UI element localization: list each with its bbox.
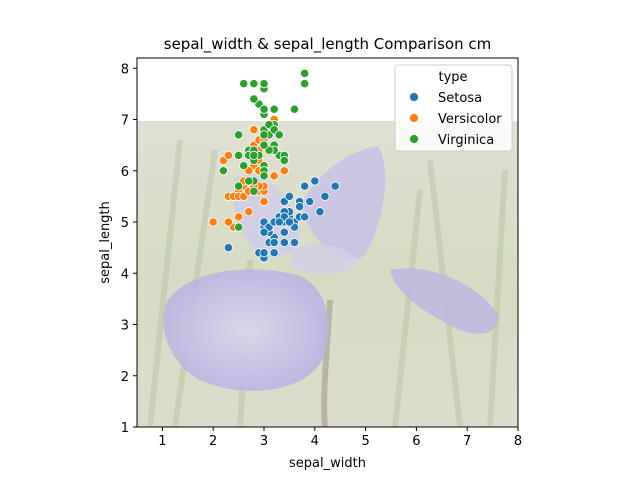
y-tick-label: 2 bbox=[121, 370, 129, 385]
data-point-setosa bbox=[315, 207, 325, 217]
data-point-virginica bbox=[249, 79, 259, 89]
data-point-setosa bbox=[269, 248, 279, 258]
plot-area bbox=[136, 57, 519, 428]
data-point-setosa bbox=[274, 217, 284, 227]
legend-marker bbox=[409, 92, 419, 102]
legend-marker bbox=[409, 113, 419, 123]
y-tick-label: 8 bbox=[121, 62, 129, 77]
data-point-setosa bbox=[284, 217, 294, 227]
y-axis-label: sepal_length bbox=[98, 201, 113, 284]
data-point-setosa bbox=[284, 191, 294, 201]
data-point-setosa bbox=[279, 227, 289, 237]
data-point-virginica bbox=[249, 150, 259, 160]
data-point-virginica bbox=[289, 104, 300, 114]
legend-title: type bbox=[438, 70, 467, 85]
legend-item-setosa: Setosa bbox=[409, 91, 482, 106]
points-layer bbox=[208, 68, 340, 263]
data-point-versicolor bbox=[223, 150, 234, 160]
legend-label: Versicolor bbox=[438, 112, 502, 127]
y-tick-label: 7 bbox=[121, 114, 129, 129]
data-point-virginica bbox=[239, 161, 249, 171]
data-point-setosa bbox=[320, 191, 330, 201]
x-tick-label: 4 bbox=[311, 434, 319, 449]
data-point-setosa bbox=[300, 212, 310, 222]
data-point-virginica bbox=[244, 176, 254, 186]
data-point-setosa bbox=[269, 237, 279, 248]
y-tick-label: 1 bbox=[121, 421, 129, 436]
chart-title: sepal_width & sepal_length Comparison cm bbox=[164, 35, 491, 54]
y-tick-label: 3 bbox=[121, 319, 129, 334]
data-point-versicolor bbox=[249, 125, 259, 135]
data-point-setosa bbox=[305, 196, 315, 207]
legend-marker bbox=[409, 134, 419, 144]
data-point-setosa bbox=[294, 202, 305, 212]
x-tick-label: 8 bbox=[514, 434, 522, 449]
data-point-versicolor bbox=[234, 212, 244, 222]
data-point-virginica bbox=[259, 171, 269, 181]
data-point-setosa bbox=[279, 237, 289, 248]
data-point-virginica bbox=[300, 68, 310, 78]
legend-item-versicolor: Versicolor bbox=[409, 112, 502, 127]
x-tick-label: 2 bbox=[209, 434, 217, 449]
x-axis-label: sepal_width bbox=[289, 456, 366, 471]
y-tick-label: 6 bbox=[121, 165, 129, 180]
legend-label: Setosa bbox=[438, 91, 482, 106]
data-point-versicolor bbox=[208, 217, 218, 227]
data-point-virginica bbox=[279, 155, 289, 166]
data-point-virginica bbox=[234, 130, 244, 140]
data-point-setosa bbox=[259, 227, 269, 237]
data-point-virginica bbox=[234, 222, 244, 232]
data-point-setosa bbox=[310, 176, 320, 186]
data-point-virginica bbox=[239, 79, 249, 89]
data-point-virginica bbox=[234, 150, 244, 160]
x-tick-label: 5 bbox=[361, 434, 369, 449]
data-point-versicolor bbox=[259, 196, 269, 207]
data-point-setosa bbox=[330, 181, 340, 191]
data-point-versicolor bbox=[244, 207, 254, 217]
data-point-setosa bbox=[259, 248, 269, 258]
axes-layer: 1 2 3 4 5 6 7 8 1 2 3 4 5 6 7 8 bbox=[121, 62, 522, 449]
data-point-setosa bbox=[289, 237, 300, 248]
legend-item-virginica: Virginica bbox=[409, 133, 494, 148]
data-point-virginica bbox=[259, 140, 269, 150]
data-point-virginica bbox=[249, 186, 259, 196]
x-tick-label: 6 bbox=[412, 434, 420, 449]
data-point-versicolor bbox=[269, 171, 279, 181]
data-point-setosa bbox=[300, 181, 310, 191]
background-flower-image bbox=[137, 121, 518, 427]
legend-box bbox=[394, 64, 513, 152]
data-point-virginica bbox=[259, 104, 269, 114]
data-point-virginica bbox=[259, 79, 269, 89]
data-point-virginica bbox=[300, 79, 310, 89]
data-point-versicolor bbox=[279, 166, 289, 176]
y-tick-label: 4 bbox=[121, 267, 129, 282]
x-tick-label: 3 bbox=[260, 434, 268, 449]
data-point-virginica bbox=[269, 104, 279, 114]
y-tick-label: 5 bbox=[121, 216, 129, 231]
data-point-virginica bbox=[218, 166, 228, 176]
data-point-virginica bbox=[274, 130, 284, 140]
data-point-setosa bbox=[223, 243, 234, 253]
x-tick-label: 7 bbox=[463, 434, 471, 449]
x-tick-label: 1 bbox=[158, 434, 166, 449]
data-point-virginica bbox=[234, 181, 244, 191]
data-point-virginica bbox=[259, 130, 269, 140]
legend: type Setosa Versicolor Virginica bbox=[394, 64, 513, 152]
data-point-virginica bbox=[249, 94, 259, 104]
data-point-versicolor bbox=[223, 217, 234, 227]
legend-label: Virginica bbox=[438, 133, 494, 148]
